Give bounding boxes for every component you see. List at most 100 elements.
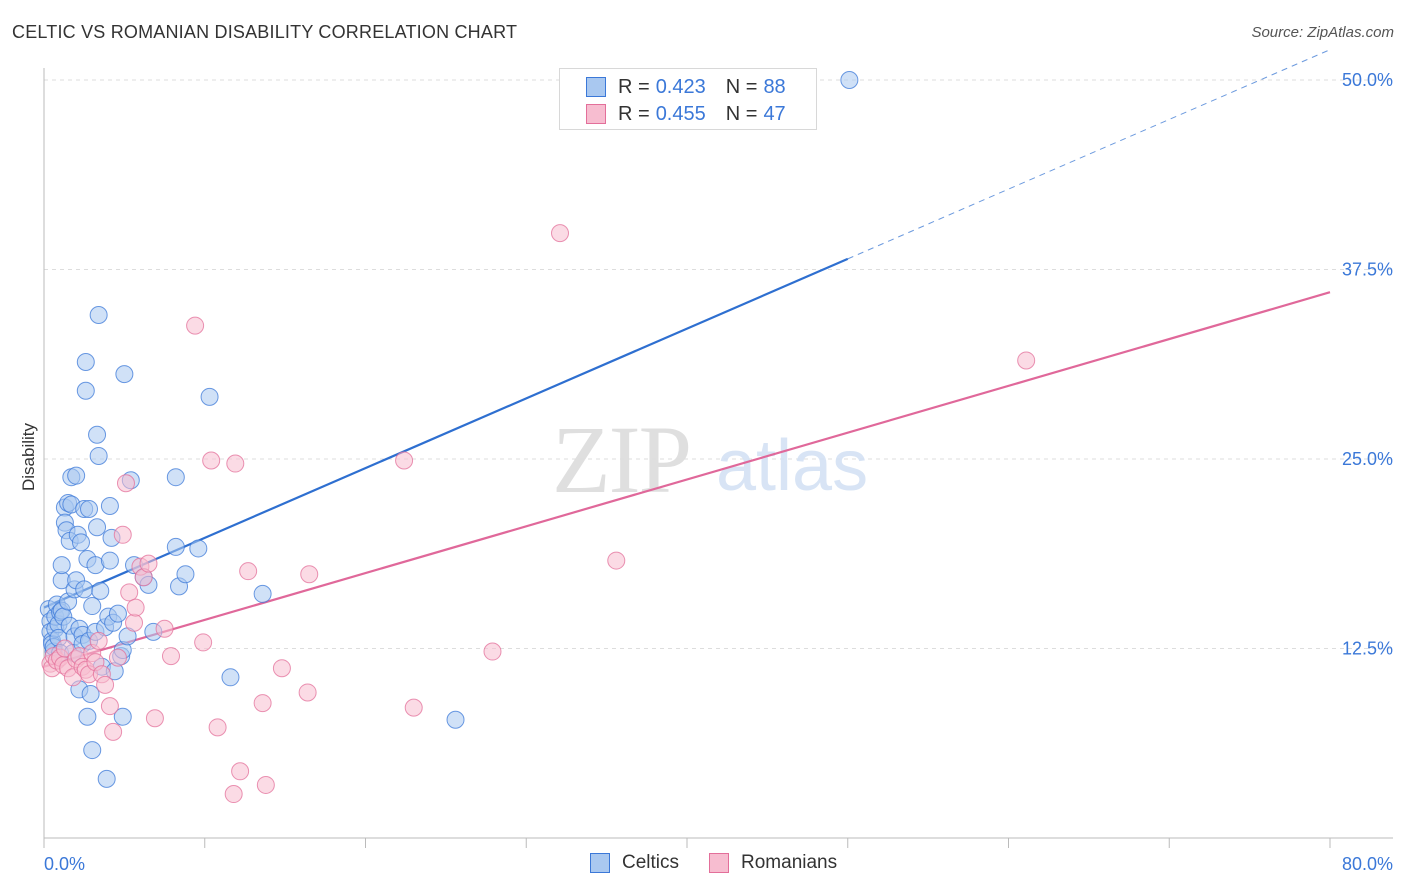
celtics-legend-swatch — [590, 853, 610, 873]
y-tick-label: 37.5% — [1342, 260, 1393, 280]
source-label: Source: ZipAtlas.com — [1251, 24, 1394, 41]
celtics-point — [189, 539, 208, 558]
n-label: N = — [725, 75, 758, 98]
y-tick-label: 25.0% — [1342, 449, 1393, 469]
romanians-point — [483, 642, 502, 661]
romanians-point — [104, 722, 123, 741]
romanians-point — [161, 647, 180, 666]
celtics-point — [108, 604, 127, 623]
celtics-point — [221, 668, 240, 687]
romanians-legend-label: Romanians — [741, 852, 838, 873]
r-label: R = — [618, 102, 650, 125]
celtics-point — [78, 707, 97, 726]
celtics-point — [75, 580, 94, 599]
celtics-point — [88, 518, 107, 537]
celtics-point — [113, 707, 132, 726]
romanians-point — [96, 675, 115, 694]
celtics-point — [52, 556, 71, 575]
celtics-point — [176, 565, 195, 584]
stats-legend: R = 0.423 N = 88 R = 0.455 N = 47 — [559, 68, 817, 130]
celtics-point — [200, 387, 219, 406]
data-points — [39, 71, 1036, 804]
romanians-point — [1017, 351, 1036, 370]
romanians-point — [55, 639, 74, 658]
romanians-point — [125, 613, 144, 632]
celtics-point — [97, 769, 116, 788]
romanians-point — [145, 709, 164, 728]
celtics-swatch — [586, 77, 606, 97]
celtics-point — [91, 581, 110, 600]
romanians-point — [300, 565, 319, 584]
romanians-point — [256, 775, 275, 794]
watermark-atlas: atlas — [716, 426, 868, 506]
watermark: ZIP atlas — [552, 406, 868, 513]
celtics-point — [80, 500, 99, 519]
romanians-trend-line — [43, 291, 1331, 668]
romanians-point — [298, 683, 317, 702]
romanians-point — [120, 583, 139, 602]
romanians-swatch — [586, 104, 606, 124]
romanians-point — [113, 525, 132, 544]
celtics-point — [76, 381, 95, 400]
x-tick-label-min: 0.0% — [44, 854, 85, 874]
stats-row-romanians: R = 0.455 N = 47 — [586, 102, 786, 126]
romanians-point — [208, 718, 227, 737]
romanians-point — [253, 694, 272, 713]
celtics-point — [166, 468, 185, 487]
celtics-point — [166, 537, 185, 556]
n-label: N = — [725, 102, 758, 125]
axes: 12.5% 25.0% 37.5% 50.0% — [43, 68, 1393, 848]
romanians-point — [551, 224, 570, 243]
celtics-point — [89, 446, 108, 465]
romanians-point — [231, 762, 250, 781]
celtics-point — [89, 305, 108, 324]
celtics-point — [253, 584, 272, 603]
chart-title: CELTIC VS ROMANIAN DISABILITY CORRELATIO… — [12, 22, 518, 42]
n-value: 47 — [763, 102, 786, 125]
legend-item-romanians[interactable]: Romanians — [709, 852, 837, 874]
legend-item-celtics[interactable]: Celtics — [590, 852, 679, 874]
romanians-point — [224, 785, 243, 804]
romanians-point — [89, 631, 108, 650]
romanians-point — [404, 698, 423, 717]
romanians-point — [395, 451, 414, 470]
celtics-point — [115, 365, 134, 384]
romanians-point — [607, 551, 626, 570]
celtics-point — [840, 71, 859, 89]
stats-row-celtics: R = 0.423 N = 88 — [586, 75, 786, 99]
romanians-point — [239, 562, 258, 581]
celtics-point — [71, 533, 90, 552]
celtics-point — [100, 496, 119, 515]
y-axis-title: Disability — [19, 422, 38, 491]
y-tick-label: 12.5% — [1342, 639, 1393, 659]
n-value: 88 — [763, 75, 786, 98]
romanians-point — [116, 474, 135, 493]
watermark-zip: ZIP — [552, 406, 690, 513]
celtics-trend-extension — [847, 49, 1331, 260]
r-value: 0.455 — [655, 102, 706, 125]
celtics-point — [83, 597, 102, 616]
celtics-point — [100, 551, 119, 570]
romanians-point — [186, 316, 205, 335]
trend-lines — [43, 49, 1331, 668]
romanians-point — [155, 619, 174, 638]
celtics-point — [81, 684, 100, 703]
r-label: R = — [618, 75, 650, 98]
series-legend: Celtics Romanians — [590, 852, 867, 874]
romanians-point — [100, 697, 119, 716]
romanians-point — [108, 648, 127, 667]
celtics-point — [67, 466, 86, 485]
celtics-point — [76, 352, 95, 371]
celtics-point — [83, 741, 102, 760]
x-tick-label-max: 80.0% — [1342, 854, 1393, 874]
r-value: 0.423 — [655, 75, 706, 98]
romanians-point — [202, 451, 221, 470]
romanians-point — [126, 598, 145, 617]
celtics-point — [446, 710, 465, 729]
romanians-legend-swatch — [709, 853, 730, 873]
celtics-legend-label: Celtics — [622, 852, 680, 873]
romanians-point — [194, 633, 213, 652]
y-tick-label: 50.0% — [1342, 70, 1393, 90]
romanians-point — [139, 554, 158, 573]
